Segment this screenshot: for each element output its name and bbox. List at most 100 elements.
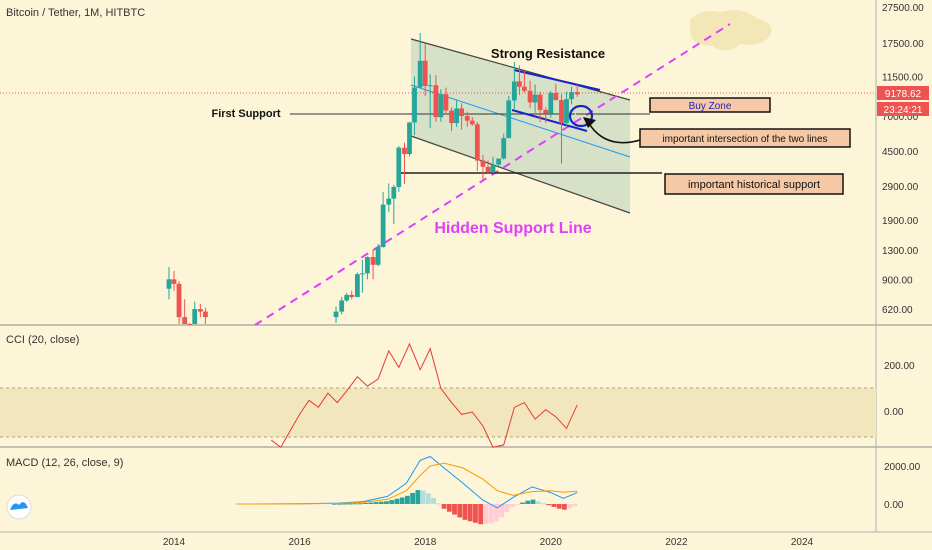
macd-bar [378,501,384,504]
intersection-box [639,128,851,148]
price-tick: 2900.00 [882,182,919,193]
macd-bar [373,502,379,504]
time-tick: 2014 [163,537,186,548]
price-tick: 11500.00 [882,72,923,83]
candle-body [412,87,417,123]
macd-bar [410,492,416,504]
cloud-watermark [690,10,772,51]
candle-body [480,160,486,167]
candle-body [559,100,564,124]
candle-body [344,294,350,301]
candle-body [354,274,360,298]
time-tick: 2016 [288,537,311,548]
time-tick: 2022 [665,537,688,548]
candle-body [360,273,365,275]
cci-tick-200: 200.00 [884,361,915,372]
candle-body [166,279,172,289]
macd-label: MACD (12, 26, close, 9) [6,457,123,469]
macd-bar [441,504,447,509]
macd-bar [535,501,541,504]
macd-bar [488,504,494,523]
macd-bar [473,504,478,523]
local-support-line [511,109,588,132]
candle-body [569,92,574,100]
countdown-value: 23:24:21 [884,105,923,116]
candle-body [171,279,177,284]
candle-body [182,317,188,324]
cci-label: CCI (20, close) [6,334,79,346]
channel-upper-line [410,38,631,101]
candle-body [564,99,569,124]
macd-bar [363,502,368,504]
candle-body [506,100,512,139]
macd-bar [420,490,426,504]
signal-line [236,462,578,505]
macd-bar [478,504,484,525]
macd-bar [499,504,505,518]
macd-bar [368,502,374,504]
chart-title: Bitcoin / Tether, 1M, HITBTC [6,7,145,19]
macd-bar [514,504,520,505]
candle-body [375,247,381,265]
buy-zone-label: Buy Zone [689,101,732,112]
candle-body [527,90,533,103]
time-ticks: 2014 2016 2018 2020 2022 2024 [163,537,814,548]
price-tick: 1300.00 [882,246,919,257]
buy-zone-box [649,97,771,113]
candle-body [537,94,543,110]
candle-body [391,186,397,199]
strong-resistance-label: Strong Resistance [491,46,605,61]
candle-body [438,94,444,118]
macd-bar [457,504,463,518]
candle-body [490,164,496,173]
last-price-value: 9178.62 [885,89,922,100]
first-support-label: First Support [211,108,280,120]
macd-bar [399,497,405,504]
macd-bar [446,504,452,512]
historical-support-box [664,173,844,195]
candle-body [422,60,428,86]
macd-bar [509,504,515,507]
intersection-arrow [587,121,641,144]
channel-lower-line [410,135,631,214]
macd-bar [483,504,489,525]
candle-body [574,92,580,95]
descending-channel [411,39,630,213]
candle-body [543,109,549,114]
candle-body [459,108,465,116]
candle-body [501,138,507,159]
macd-bar [352,503,358,505]
candle-body [485,166,491,173]
macd-bar [357,503,363,505]
macd-pane[interactable] [0,448,876,532]
macd-bar [525,500,531,504]
macd-bar [342,503,348,505]
macd-bar [394,498,400,504]
candle-body [176,283,182,318]
candle-body [380,204,386,248]
candle-body [365,257,370,274]
candle-body [192,309,198,324]
price-tick: 27500.00 [882,3,924,14]
price-tick: 900.00 [882,275,913,286]
hidden-support-label: Hidden Support Line [434,220,591,237]
candle-body [454,108,459,124]
candle-body [370,257,376,265]
macd-bar [551,504,557,507]
cci-tick-0: 0.00 [884,407,904,418]
macd-bar [546,504,552,506]
macd-bar [331,503,337,505]
cci-band [0,388,876,437]
candle-body [203,311,208,318]
price-tick: 1900.00 [882,216,919,227]
candle-body [427,85,433,87]
candle-body [443,94,449,111]
price-tick: 17500.00 [882,39,924,50]
macd-line [236,455,578,509]
macd-bar [415,490,421,504]
historical-support-label: important historical support [688,179,820,191]
last-price-badge [877,86,929,100]
time-tick: 2020 [540,537,563,548]
candle-body [333,311,339,318]
